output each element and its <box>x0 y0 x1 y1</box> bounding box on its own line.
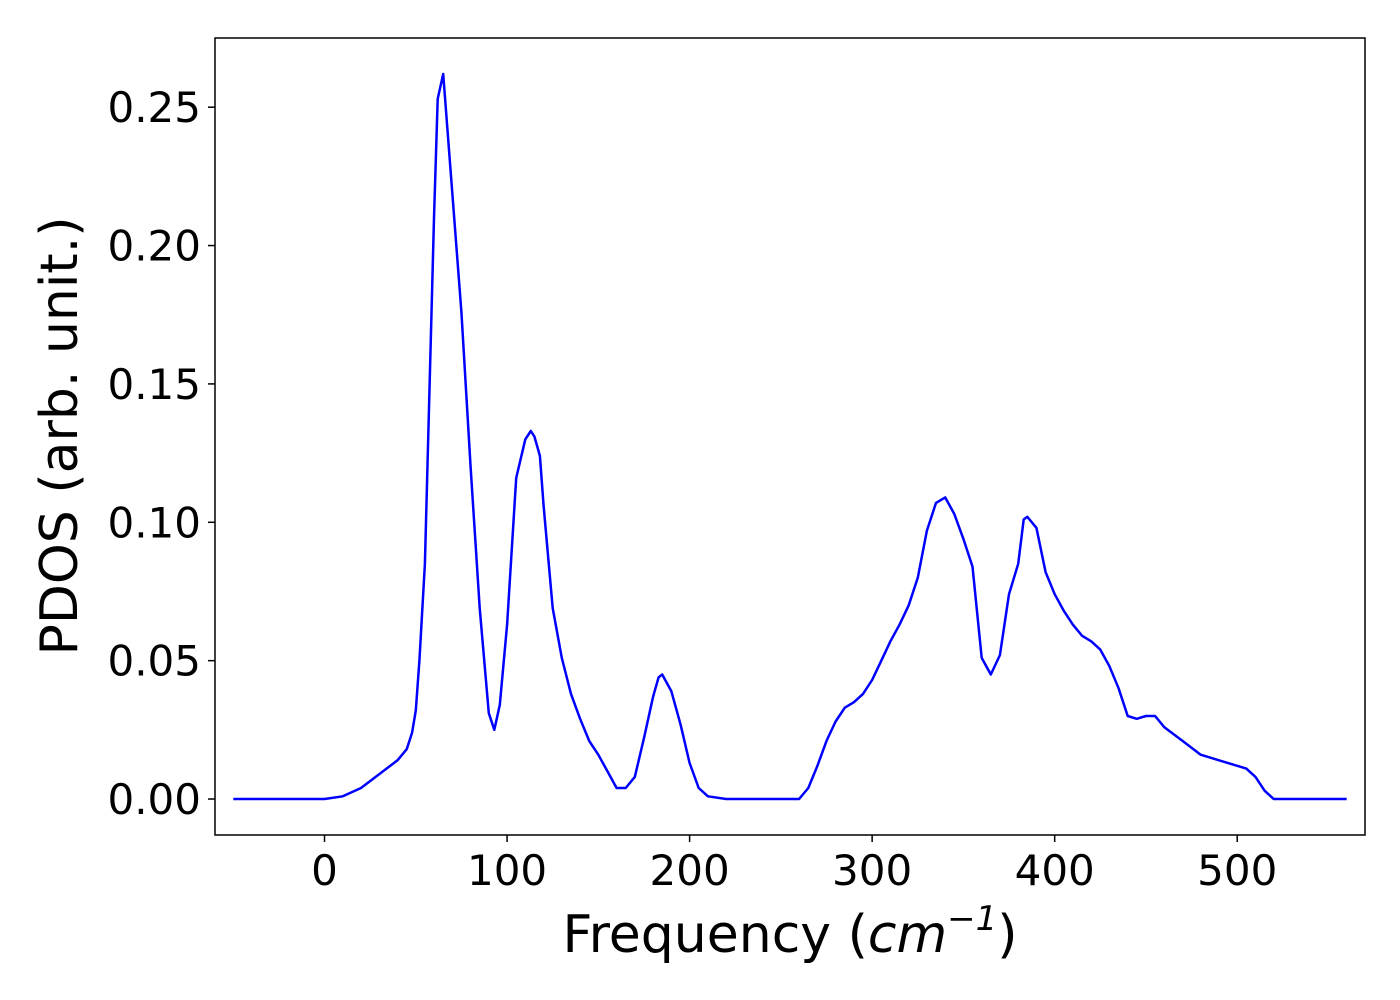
x-axis: 0 100 200 300 400 500 <box>311 835 1277 895</box>
y-tick-label: 0.05 <box>107 637 201 686</box>
x-tick-label: 100 <box>467 846 547 895</box>
y-tick-label: 0.10 <box>107 498 201 547</box>
y-tick-label: 0.00 <box>107 775 201 824</box>
y-tick-label: 0.20 <box>107 222 201 271</box>
x-tick-label: 300 <box>832 846 912 895</box>
y-tick-label: 0.25 <box>107 83 201 132</box>
pdos-series-line <box>233 72 1347 801</box>
y-axis-title: PDOS (arb. unit.) <box>30 216 90 655</box>
y-axis: 0.00 0.05 0.10 0.15 0.20 0.25 <box>107 83 215 824</box>
series-layer <box>233 72 1347 801</box>
plot-frame <box>214 37 1366 836</box>
y-tick-label: 0.15 <box>107 360 201 409</box>
x-tick-label: 500 <box>1197 846 1277 895</box>
x-axis-title: Frequency (cm−1) <box>562 899 1017 965</box>
x-tick-label: 400 <box>1015 846 1095 895</box>
x-tick-label: 200 <box>650 846 730 895</box>
x-tick-label: 0 <box>311 846 338 895</box>
